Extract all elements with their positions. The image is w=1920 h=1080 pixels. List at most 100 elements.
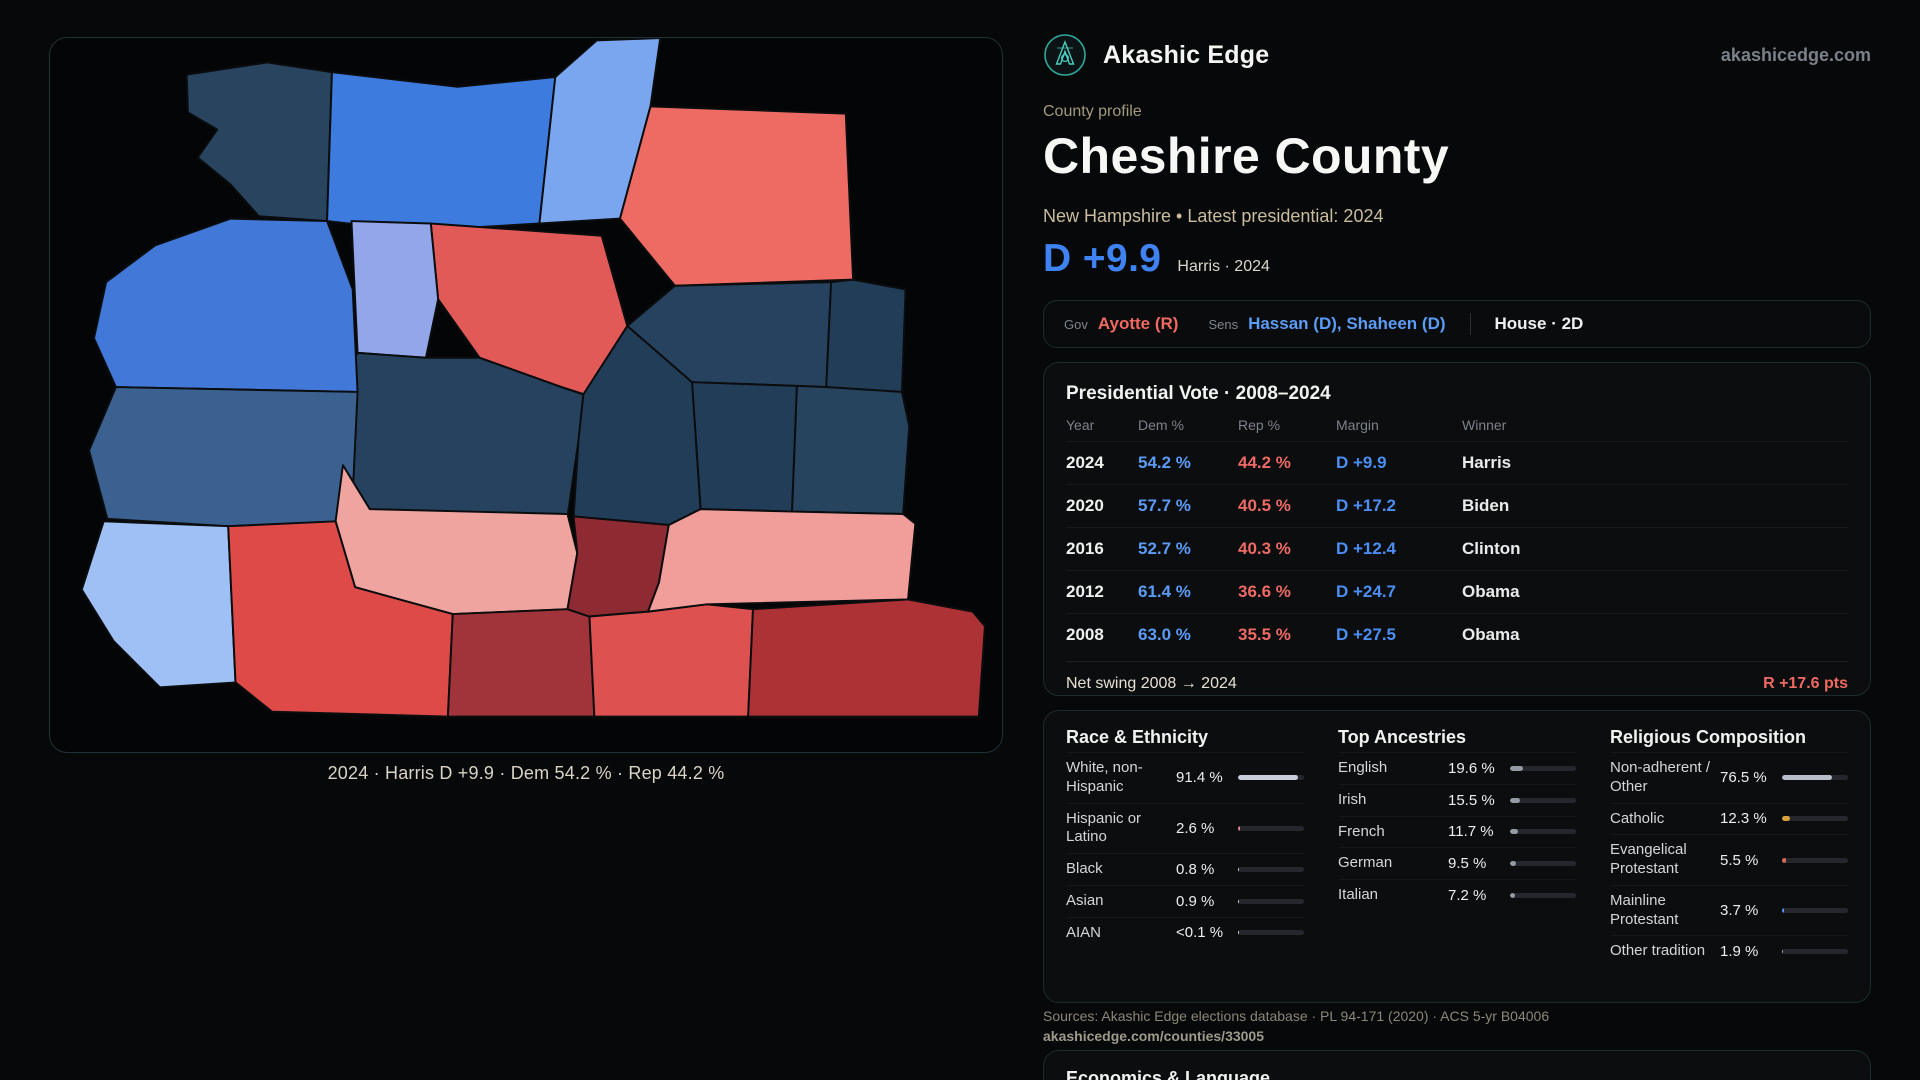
pres-margin: D +27.5 <box>1336 625 1397 644</box>
race-title: Race & Ethnicity <box>1066 727 1209 747</box>
demo-row: Italian 7.2 % <box>1338 879 1576 911</box>
map-region-town-nw-navy[interactable] <box>185 61 333 223</box>
pres-margin: D +12.4 <box>1336 539 1397 558</box>
demo-label: Evangelical Protestant <box>1610 841 1687 877</box>
economics-language-card: Economics & Language <box>1043 1050 1871 1080</box>
demo-value: 15.5 % <box>1448 791 1495 809</box>
county-profile-kicker: County profile <box>1043 103 1142 120</box>
pres-year: 2020 <box>1066 496 1104 515</box>
demo-value: 5.5 % <box>1720 851 1759 869</box>
pres-table-header: Year Dem % Rep % Margin Winner <box>1066 417 1848 441</box>
pres-winner: Obama <box>1462 625 1520 644</box>
map-region-town-e-navy-4[interactable] <box>791 384 911 515</box>
demo-value: <0.1 % <box>1176 924 1224 942</box>
margin-value: D +9.9 <box>1043 237 1162 280</box>
map-region-town-s-red-center[interactable] <box>588 603 754 718</box>
demo-label: White, non-Hispanic <box>1066 759 1143 795</box>
map-region-town-s-darkred-left[interactable] <box>446 608 596 718</box>
pres-dem: 63.0 % <box>1138 625 1191 644</box>
demo-bar <box>1510 765 1576 771</box>
demo-value: 76.5 % <box>1720 769 1767 787</box>
demo-value: 2.6 % <box>1176 819 1215 837</box>
pres-row-2016: 2016 52.7 % 40.3 % D +12.4 Clinton <box>1066 527 1848 570</box>
presidential-vote-card: Presidential Vote · 2008–2024 Year Dem % R… <box>1043 362 1871 696</box>
sources-permalink[interactable]: akashicedge.com/counties/33005 <box>1043 1028 1264 1045</box>
demo-row: English 19.6 % <box>1338 752 1576 784</box>
pres-row-2024: 2024 54.2 % 44.2 % D +9.9 Harris <box>1066 441 1848 484</box>
demo-bar <box>1238 866 1304 872</box>
demo-bar <box>1510 861 1576 867</box>
brand-domain-link[interactable]: akashicedge.com <box>1720 44 1871 65</box>
religion-title: Religious Composition <box>1610 727 1806 747</box>
gov-value: Ayotte (R) <box>1097 314 1179 333</box>
pres-rep: 40.5 % <box>1238 496 1291 515</box>
demo-row: German 9.5 % <box>1338 847 1576 879</box>
margin-note: Harris · 2024 <box>1177 258 1270 275</box>
demo-row: Non-adherent / Other 76.5 % <box>1610 752 1848 803</box>
pres-col-header: Margin <box>1336 417 1379 433</box>
demo-label: French <box>1338 822 1385 840</box>
pres-table-body: 2024 54.2 % 44.2 % D +9.9 Harris 2020 57.7 % 40… <box>1066 441 1848 656</box>
demo-row: French 11.7 % <box>1338 815 1576 848</box>
demo-value: 12.3 % <box>1720 810 1767 828</box>
pres-row-2020: 2020 57.7 % 40.5 % D +17.2 Biden <box>1066 484 1848 527</box>
demo-value: 91.4 % <box>1176 769 1223 787</box>
pres-year: 2008 <box>1066 625 1104 644</box>
sens-label: Sens <box>1208 316 1239 332</box>
brand-name: Akashic Edge <box>1103 40 1270 69</box>
pres-margin: D +9.9 <box>1336 453 1387 472</box>
map-region-town-ne-salmon[interactable] <box>619 105 855 287</box>
sens-value: Hassan (D), Shaheen (D) <box>1248 314 1446 333</box>
demo-bar <box>1782 949 1848 955</box>
sources-footnote: Sources: Akashic Edge elections database… <box>1043 1006 1549 1047</box>
house-value: House · 2D <box>1494 314 1584 333</box>
pres-rep: 35.5 % <box>1238 625 1291 644</box>
pres-year: 2024 <box>1066 453 1104 472</box>
ancestries-title: Top Ancestries <box>1338 727 1467 747</box>
pres-rep: 44.2 % <box>1238 453 1291 472</box>
ancestries-column: Top Ancestries English 19.6 % Irish 15.5 % F… <box>1338 727 1576 967</box>
demo-row: Irish 15.5 % <box>1338 783 1576 816</box>
sources-line: Sources: Akashic Edge elections database… <box>1043 1008 1550 1024</box>
map-region-town-w-blue-upper[interactable] <box>92 217 359 393</box>
map-region-town-n-bright-blue[interactable] <box>326 71 557 232</box>
map-region-town-se-darkred[interactable] <box>747 598 986 718</box>
county-subtitle: New Hampshire • Latest presidential: 202… <box>1043 206 1384 226</box>
akashic-edge-logo-icon[interactable] <box>1043 33 1087 77</box>
demo-bar <box>1782 857 1848 863</box>
demographics-card: Race & Ethnicity White, non-Hispanic 91.4… <box>1043 710 1871 1003</box>
demo-label: Italian <box>1338 886 1379 903</box>
pres-card-title: Presidential Vote · 2008–2024 <box>1066 383 1331 404</box>
demo-label: Other tradition <box>1610 942 1706 960</box>
demo-bar <box>1238 775 1304 781</box>
map-region-town-periwinkle[interactable] <box>350 220 440 359</box>
demo-bar <box>1510 797 1576 803</box>
page-title: Cheshire County <box>1043 128 1450 184</box>
demo-label: Catholic <box>1610 809 1665 827</box>
demo-label: Asian <box>1066 891 1104 909</box>
pres-col-header: Dem % <box>1138 417 1184 433</box>
demo-value: 0.9 % <box>1176 892 1215 910</box>
pres-col-header: Year <box>1066 417 1095 433</box>
demo-row: Mainline Protestant 3.7 % <box>1610 884 1848 936</box>
demo-row: Catholic 12.3 % <box>1610 802 1848 835</box>
map-region-town-e-navy-2[interactable] <box>825 278 907 393</box>
map-region-town-e-navy-3[interactable] <box>691 381 798 513</box>
map-region-town-w-blue-lower[interactable] <box>88 386 359 528</box>
pres-margin: D +17.2 <box>1336 496 1397 515</box>
pres-row-2012: 2012 61.4 % 36.6 % D +24.7 Obama <box>1066 570 1848 613</box>
pres-dem: 52.7 % <box>1138 539 1191 558</box>
pres-col-header: Winner <box>1462 417 1507 433</box>
pres-winner: Harris <box>1462 453 1512 472</box>
demo-value: 1.9 % <box>1720 943 1759 961</box>
net-swing-value: R +17.6 pts <box>1763 675 1848 692</box>
map-region-town-pink-east[interactable] <box>647 508 917 613</box>
pres-year: 2012 <box>1066 582 1104 601</box>
net-swing-label: Net swing 2008 → 2024 <box>1066 675 1237 692</box>
demo-row: AIAN <0.1 % <box>1066 916 1304 949</box>
demo-value: 0.8 % <box>1176 860 1215 878</box>
demo-bar <box>1238 898 1304 904</box>
demo-row: Hispanic or Latino 2.6 % <box>1066 802 1304 854</box>
officials-bar: Gov Ayotte (R) Sens Hassan (D), Shaheen … <box>1043 300 1871 348</box>
map-region-town-sw-pale-blue[interactable] <box>80 520 237 689</box>
